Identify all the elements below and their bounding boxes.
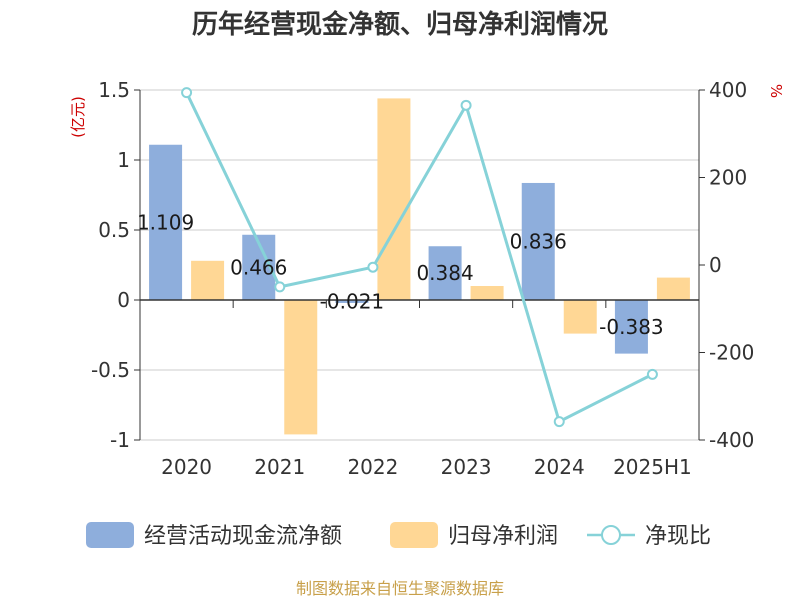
ratio-point <box>181 87 193 99</box>
legend-ratio[interactable]: 净现比 <box>587 524 711 549</box>
ratio-line-path <box>185 91 654 424</box>
legend-net-profit[interactable]: 归母净利润 <box>390 522 558 549</box>
net-profit-bar <box>470 286 504 300</box>
x-axis-tick-label: 2022 <box>347 455 398 479</box>
x-axis-tick-label: 2024 <box>534 455 585 479</box>
ratio-point <box>274 281 286 293</box>
legend[interactable]: 经营活动现金流净额 归母净利润 净现比 <box>86 522 711 549</box>
net-profit-bar <box>284 300 318 435</box>
left-axis-tick-label: 0.5 <box>98 218 130 242</box>
legend-label: 归母净利润 <box>448 524 558 549</box>
cashflow-bar <box>149 144 183 300</box>
cashflow-bar <box>428 246 462 300</box>
ratio-point <box>646 368 658 380</box>
cashflow-data-label: 0.466 <box>230 255 287 279</box>
left-axis-tick-label: -0.5 <box>91 358 130 382</box>
right-axis-tick-label: 0 <box>709 253 722 277</box>
axes: 1.5 1 0.5 0 -0.5 -1 400 200 0 -200 -400 2020 2021 202… <box>91 78 754 479</box>
net-profit-bar <box>191 260 225 300</box>
bars <box>149 98 690 435</box>
chart-title: 历年经营现金净额、归母净利润情况 <box>192 9 608 40</box>
cashflow-data-label: -0.383 <box>599 315 663 339</box>
data-labels: 1.109 0.466 -0.021 0.384 0.836 -0.383 <box>137 210 664 338</box>
legend-swatch-marker <box>601 525 621 545</box>
left-axis-unit: (亿元) <box>69 96 87 138</box>
ratio-point <box>367 261 379 273</box>
legend-label: 净现比 <box>645 524 711 549</box>
x-axis-tick-label: 2021 <box>254 455 305 479</box>
cashflow-bar <box>335 300 369 303</box>
left-axis-tick-label: -1 <box>110 428 130 452</box>
net-profit-bar <box>563 300 597 334</box>
cashflow-data-label: 1.109 <box>137 210 194 234</box>
source-note: 制图数据来自恒生聚源数据库 <box>296 579 504 598</box>
legend-cashflow[interactable]: 经营活动现金流净额 <box>86 522 342 549</box>
left-axis-tick-label: 1.5 <box>98 78 130 102</box>
cashflow-bar <box>614 300 648 354</box>
legend-swatch <box>390 522 438 548</box>
x-axis-tick-label: 2025H1 <box>613 455 692 479</box>
cashflow-data-label: 0.836 <box>510 229 567 253</box>
x-axis-tick-label: 2023 <box>441 455 492 479</box>
cashflow-bar <box>521 182 555 300</box>
ratio-point <box>553 416 565 428</box>
right-axis-tick-label: 400 <box>709 78 747 102</box>
right-axis-tick-label: -200 <box>709 341 754 365</box>
net-profit-bar <box>377 98 411 301</box>
x-axis-tick-label: 2020 <box>161 455 212 479</box>
grid <box>140 89 699 441</box>
right-axis-tick-label: -400 <box>709 428 754 452</box>
cashflow-data-label: 0.384 <box>416 261 473 285</box>
legend-label: 经营活动现金流净额 <box>144 524 342 549</box>
ratio-line <box>181 87 658 428</box>
net-profit-bar <box>656 277 690 300</box>
legend-swatch <box>86 522 134 548</box>
ratio-point <box>460 99 472 111</box>
right-axis-tick-label: 200 <box>709 166 747 190</box>
cashflow-data-label: -0.021 <box>320 289 384 313</box>
left-axis-tick-label: 0 <box>117 288 130 312</box>
right-axis-unit: % <box>767 84 785 98</box>
left-axis-tick-label: 1 <box>117 148 130 172</box>
